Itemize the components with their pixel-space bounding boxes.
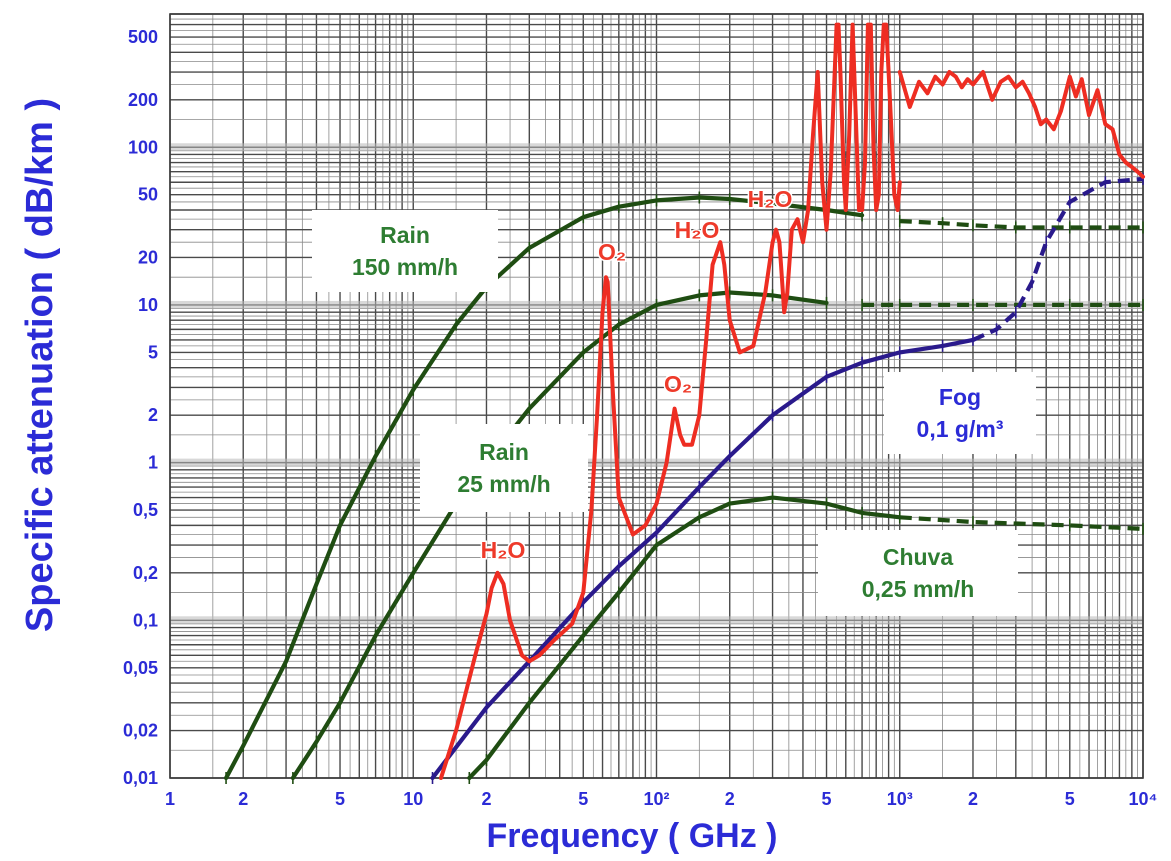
annotation-text-fog: Fog: [939, 384, 981, 410]
grid-decade-band: [170, 143, 1143, 152]
annotation-box-fog: [884, 372, 1036, 454]
y-tick-label: 0,1: [133, 610, 158, 630]
y-tick-label: 200: [128, 90, 158, 110]
annotation-text-rain25: 25 mm/h: [457, 471, 550, 497]
x-tick-label: 2: [238, 789, 248, 809]
x-tick-label: 10²: [643, 789, 669, 809]
x-tick-label: 2: [481, 789, 491, 809]
annotation-box-chuva: [818, 530, 1018, 616]
annotation-text-rain25: Rain: [479, 439, 529, 465]
grid-decade-band: [170, 616, 1143, 625]
x-tick-label: 2: [968, 789, 978, 809]
x-tick-label: 5: [1065, 789, 1075, 809]
annotation-text-chuva: Chuva: [883, 544, 954, 570]
grid: [169, 13, 1144, 779]
y-tick-label: 20: [138, 247, 158, 267]
plot-frame: [169, 13, 1144, 779]
annotation-label-h2o_3: H₂O: [748, 186, 793, 212]
series-line-rain025: [467, 495, 902, 781]
y-tick-label: 0,01: [123, 768, 158, 788]
x-tick-labels: 1 2 5 10 2 5 10² 2 5 10³ 2 5 10⁴: [165, 789, 1157, 809]
y-tick-label: 0,05: [123, 658, 158, 678]
series-line-fog-dashed: [972, 176, 1144, 342]
y-tick-label: 0,02: [123, 721, 158, 741]
annotation-text-fog: 0,1 g/m³: [917, 416, 1004, 442]
y-tick-label: 2: [148, 405, 158, 425]
annotation-box-rain150: [312, 210, 498, 292]
x-tick-label: 5: [335, 789, 345, 809]
x-tick-label: 1: [165, 789, 175, 809]
annotation-text-rain150: Rain: [380, 222, 430, 248]
y-tick-label: 50: [138, 185, 158, 205]
x-tick-label: 10⁴: [1129, 789, 1158, 809]
x-tick-label: 5: [578, 789, 588, 809]
y-tick-label: 100: [128, 137, 158, 157]
series-line-rain025-dashed: [899, 515, 1144, 531]
series-line-gases: [439, 22, 902, 780]
series-line-gases_noise: [897, 70, 1145, 179]
x-tick-label: 2: [725, 789, 735, 809]
y-tick-label: 10: [138, 295, 158, 315]
series-line-rain150-dashed: [899, 219, 1143, 230]
annotations: Rain 150 mm/h Rain 25 mm/h Fog 0,1 g/m³ Chuva 0…: [312, 185, 1036, 616]
annotation-label-o2_1: O₂: [598, 239, 626, 265]
annotation-box-rain25: [420, 424, 588, 512]
series-line-fog: [430, 337, 976, 781]
series-line-rain150: [224, 195, 865, 781]
annotation-label-o2_2: O₂: [664, 371, 692, 397]
annotation-label-h2o_2: H₂O: [675, 217, 720, 243]
y-tick-label: 5: [148, 342, 158, 362]
y-tick-label: 0,5: [133, 500, 158, 520]
y-tick-label: 0,2: [133, 563, 158, 583]
x-axis-label: Frequency ( GHz ): [487, 817, 778, 855]
x-tick-label: 5: [822, 789, 832, 809]
y-tick-labels: 0,01 0,02 0,05 0,1 0,2 0,5 1 2 5 10 20 50 100 200 500: [123, 27, 158, 788]
y-axis-label: Specific attenuation ( dB/km ): [19, 98, 61, 632]
grid-decade-band: [170, 458, 1143, 467]
annotation-text-chuva: 0,25 mm/h: [862, 576, 975, 602]
annotation-label-h2o_1: H₂O: [481, 537, 526, 563]
annotation-text-rain150: 150 mm/h: [352, 254, 458, 280]
x-tick-label: 10: [403, 789, 423, 809]
x-tick-label: 10³: [887, 789, 913, 809]
y-tick-label: 500: [128, 27, 158, 47]
y-tick-label: 1: [148, 453, 158, 473]
series-group: [224, 22, 1145, 784]
